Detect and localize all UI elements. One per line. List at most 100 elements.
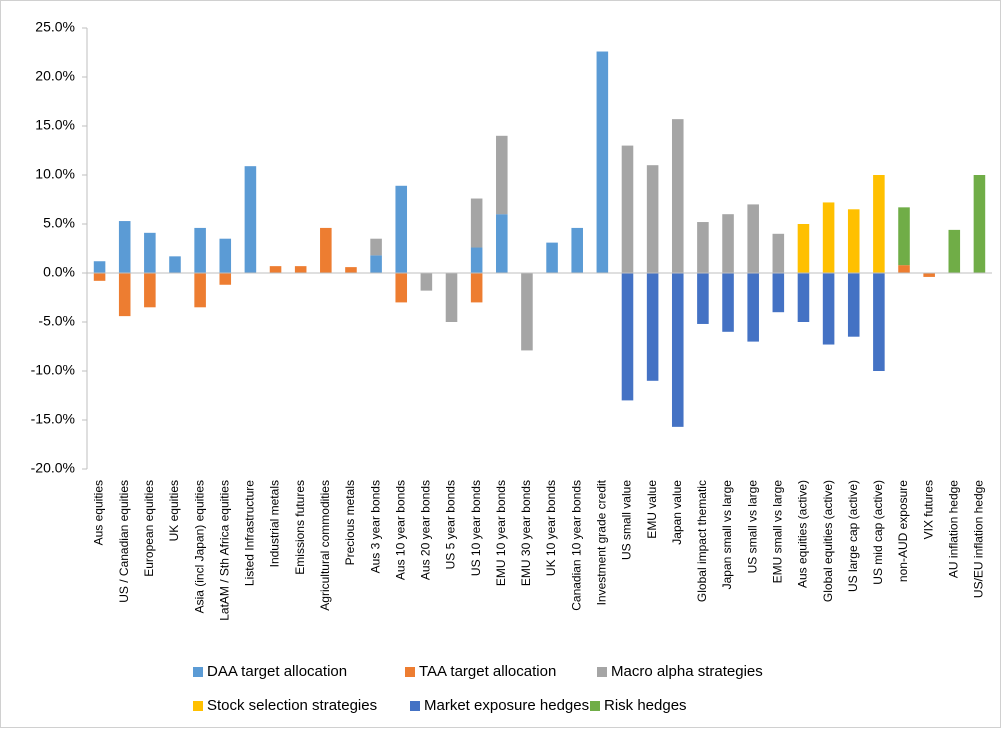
bar xyxy=(244,166,257,273)
bar xyxy=(420,273,433,291)
bar xyxy=(747,273,759,342)
bar xyxy=(194,273,206,308)
x-tick-label: European equities xyxy=(142,480,156,577)
x-tick-label: US small vs large xyxy=(745,480,759,574)
y-tick-label: 5.0% xyxy=(43,215,75,231)
x-tick-label: Agricultural commodities xyxy=(318,480,332,611)
bar xyxy=(93,273,106,281)
bar xyxy=(496,135,508,215)
y-tick-label: 0.0% xyxy=(43,264,75,280)
bar xyxy=(219,273,232,285)
bar xyxy=(646,273,659,381)
bar xyxy=(722,214,734,273)
legend-label: TAA target allocation xyxy=(419,663,556,680)
bar xyxy=(747,204,759,273)
bar xyxy=(847,209,860,273)
bar xyxy=(822,273,835,345)
x-tick-label: Aus 20 year bonds xyxy=(419,480,433,580)
bar xyxy=(948,229,961,273)
x-tick-label: Japan small vs large xyxy=(720,480,734,590)
y-tick-label: -10.0% xyxy=(31,362,75,378)
bar xyxy=(697,273,709,324)
bar xyxy=(822,202,835,273)
legend-label: Stock selection strategies xyxy=(207,697,377,714)
bar xyxy=(898,265,910,273)
legend-label: Market exposure hedges xyxy=(424,697,589,714)
x-tick-label: Aus equities xyxy=(92,480,106,545)
x-tick-label: Aus equities (active) xyxy=(796,480,810,588)
x-tick-label: Emissions futures xyxy=(293,480,307,575)
x-tick-label: US 10 year bonds xyxy=(469,480,483,576)
y-tick-label: 20.0% xyxy=(35,68,75,84)
legend-swatch xyxy=(590,701,600,711)
bar xyxy=(646,165,659,273)
bar xyxy=(923,273,935,277)
bar xyxy=(118,221,131,273)
x-tick-label: EMU 30 year bonds xyxy=(519,480,533,586)
bar xyxy=(219,238,232,273)
x-tick-label: Industrial metals xyxy=(268,480,282,567)
bar xyxy=(93,261,106,273)
y-tick-label: 25.0% xyxy=(35,19,75,35)
bar xyxy=(395,273,408,303)
bar xyxy=(470,247,483,273)
x-tick-label: US / Canadian equities xyxy=(117,480,131,603)
y-tick-label: -5.0% xyxy=(38,313,75,329)
x-tick-label: EMU small vs large xyxy=(770,480,784,584)
legend-swatch xyxy=(193,701,203,711)
bar xyxy=(797,273,810,322)
bar xyxy=(671,273,684,427)
x-tick-label: Aus 3 year bonds xyxy=(368,480,382,573)
x-tick-label: US 5 year bonds xyxy=(444,480,458,569)
bar xyxy=(395,185,408,273)
x-tick-label: Japan value xyxy=(670,480,684,545)
bar xyxy=(144,273,156,308)
bar xyxy=(294,266,307,273)
bar xyxy=(772,273,785,313)
y-tick-label: -20.0% xyxy=(31,460,75,476)
bar xyxy=(445,273,458,322)
legend-label: Macro alpha strategies xyxy=(611,663,763,680)
x-tick-label: Global equities (active) xyxy=(821,480,835,602)
bar xyxy=(546,242,558,273)
x-tick-label: UK 10 year bonds xyxy=(544,480,558,576)
bar xyxy=(571,227,583,273)
x-tick-label: Canadian 10 year bonds xyxy=(569,480,583,611)
x-tick-label: US large cap (active) xyxy=(846,480,860,592)
y-tick-label: 15.0% xyxy=(35,117,75,133)
bar xyxy=(194,227,206,273)
x-tick-label: LatAM / Sth Africa equities xyxy=(217,480,231,621)
legend-swatch xyxy=(597,667,607,677)
bar xyxy=(345,267,357,273)
x-tick-label: UK equities xyxy=(167,480,181,541)
legend-swatch xyxy=(410,701,420,711)
bar xyxy=(169,256,181,273)
bar xyxy=(898,207,910,266)
x-tick-label: AU inflation hedge xyxy=(946,480,960,578)
bar xyxy=(847,273,860,337)
bar xyxy=(521,273,533,351)
x-tick-label: US/EU inflation hedge xyxy=(972,480,986,598)
x-tick-label: Asia (incl Japan) equities xyxy=(192,480,206,613)
bar xyxy=(370,255,382,273)
legend-label: Risk hedges xyxy=(604,697,687,714)
bar xyxy=(269,266,282,273)
bar xyxy=(797,224,810,273)
bar xyxy=(320,227,332,273)
legend-swatch xyxy=(405,667,415,677)
x-tick-label: Precious metals xyxy=(343,480,357,565)
x-tick-label: US mid cap (active) xyxy=(871,480,885,585)
bar xyxy=(496,214,508,273)
y-tick-label: 10.0% xyxy=(35,166,75,182)
bar xyxy=(973,175,986,273)
bar xyxy=(873,273,885,371)
x-tick-label: VIX futures xyxy=(921,480,935,539)
x-tick-label: US small value xyxy=(620,480,634,560)
x-tick-label: Listed Infrastructure xyxy=(243,480,257,586)
x-tick-label: EMU value xyxy=(645,480,659,539)
x-tick-label: Investment grade credit xyxy=(595,479,609,605)
y-tick-label: -15.0% xyxy=(31,411,75,427)
legend-swatch xyxy=(193,667,203,677)
